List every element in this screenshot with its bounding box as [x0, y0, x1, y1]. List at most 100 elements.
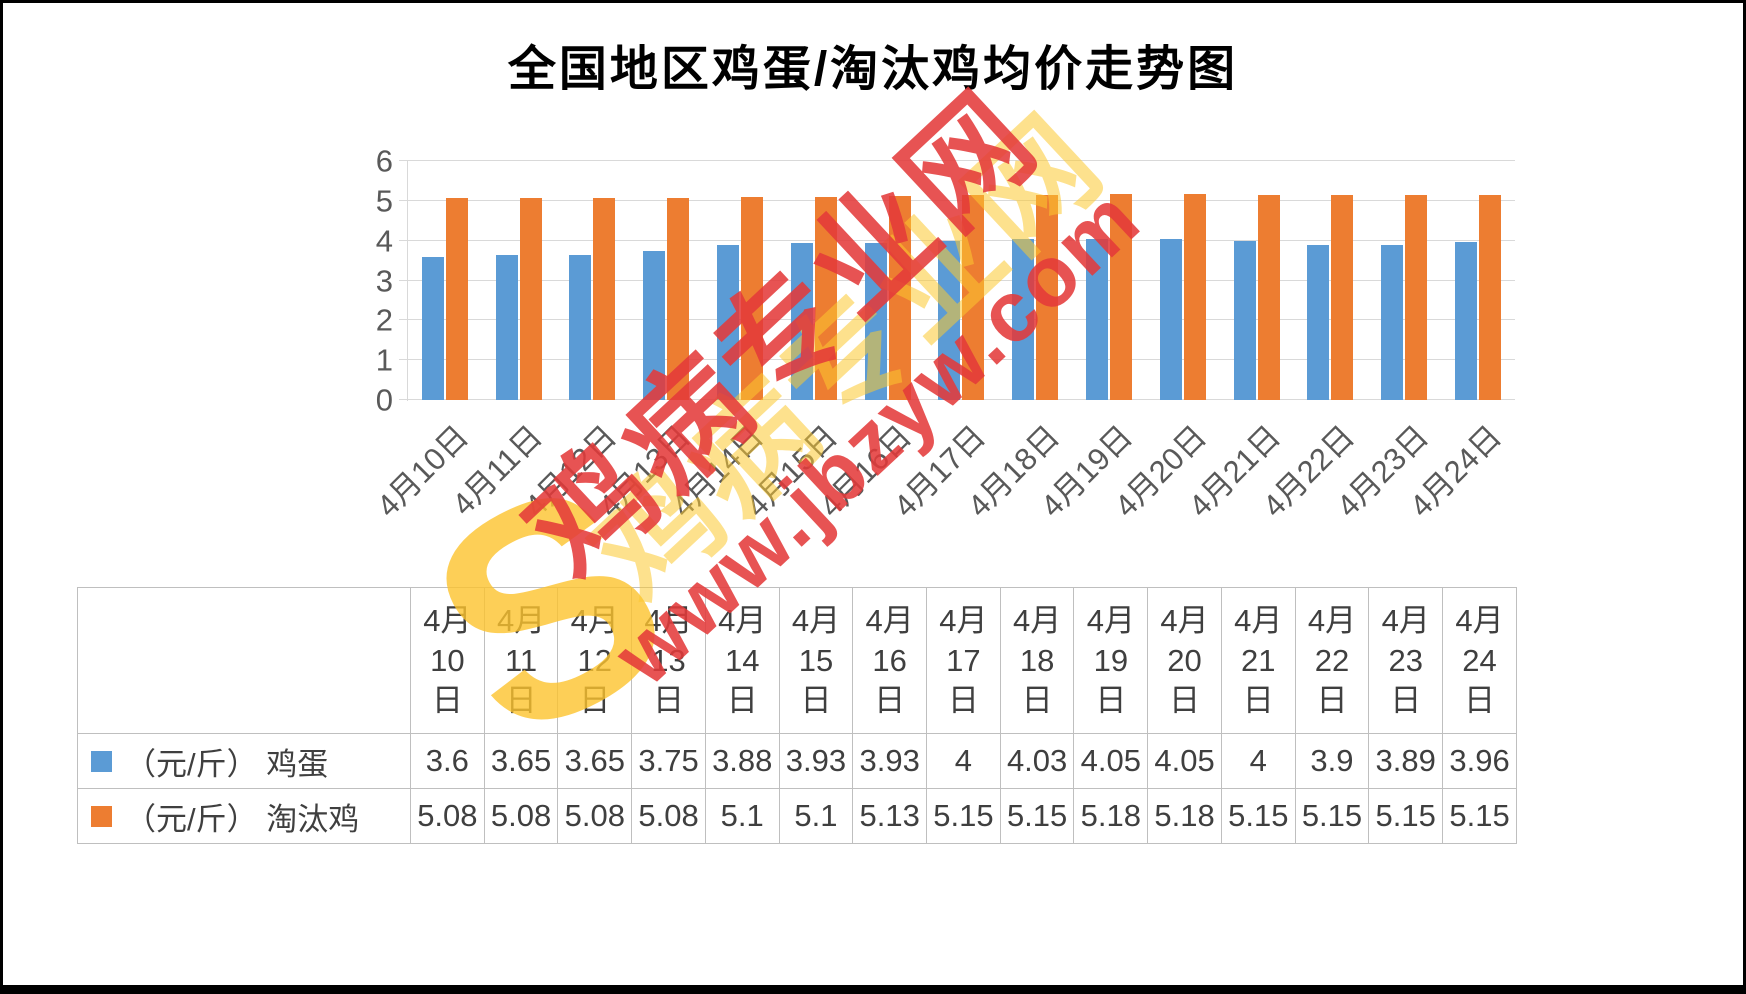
value-cell: 5.08 [483, 788, 559, 844]
value-cell: 3.9 [1294, 733, 1370, 789]
bar [1012, 239, 1035, 400]
table-header-row: 4月 10 日 4月 11 日 4月 12 日 4月 13 日 4月 14 日 4月 15 日 4月 16 日 4月 17 日… [77, 587, 1517, 734]
bar-group [1146, 161, 1220, 400]
price-table: 4月 10 日 4月 11 日 4月 12 日 4月 13 日 4月 14 日 4月 15 日 4月 16 日 4月 17 日… [77, 587, 1517, 844]
date-suffix-line: 日 [579, 682, 611, 718]
date-day-line: 10 [430, 642, 465, 678]
bar [1479, 194, 1502, 400]
date-month-line: 4月 [1381, 602, 1430, 638]
date-day-line: 21 [1241, 642, 1276, 678]
bar [1331, 194, 1354, 400]
bar [1405, 194, 1428, 400]
date-suffix-line: 日 [1021, 682, 1053, 718]
date-header-cell: 4月 12 日 [557, 587, 633, 734]
value-cell: 5.15 [999, 788, 1075, 844]
legend-square-icon [91, 805, 112, 827]
gridline [399, 160, 1515, 161]
bar [495, 254, 518, 400]
value-cell: 3.96 [1442, 733, 1517, 789]
date-suffix-line: 日 [1095, 682, 1127, 718]
date-month-line: 4月 [718, 602, 767, 638]
date-day-line: 12 [577, 642, 613, 678]
data-table: 4月 10 日 4月 11 日 4月 12 日 4月 13 日 4月 14 日 4月 15 日 4月 16 日 4月 17 日… [77, 587, 1517, 844]
value-cell: 5.08 [410, 788, 485, 844]
date-header-cell: 4月 13 日 [631, 587, 706, 734]
value-cell: 5.08 [557, 788, 633, 844]
date-suffix-line: 日 [505, 682, 537, 718]
bar [790, 243, 813, 400]
bar [1110, 193, 1133, 400]
date-suffix-line: 日 [947, 682, 979, 718]
table-row: （元/斤） 淘汰鸡 5.08 5.08 5.08 5.08 5.1 5.1 5.13 5.15 5… [77, 788, 1517, 844]
date-month-line: 4月 [1086, 602, 1135, 638]
date-month-line: 4月 [865, 602, 914, 638]
date-month-line: 4月 [423, 602, 472, 638]
value-cell: 3.89 [1368, 733, 1444, 789]
gridline [399, 239, 1515, 241]
date-suffix-line: 日 [800, 682, 832, 718]
date-month-line: 4月 [1012, 602, 1062, 638]
bar [717, 245, 740, 400]
bar [593, 197, 616, 400]
date-day-line: 14 [724, 642, 760, 678]
value-cell: 5.1 [778, 788, 854, 844]
date-day-line: 11 [504, 642, 538, 678]
date-header-cell: 4月 18 日 [999, 587, 1075, 734]
plot-area [399, 160, 1515, 400]
value-cell: 4 [926, 733, 1001, 789]
bar [445, 197, 468, 400]
date-day-line: 23 [1388, 642, 1423, 678]
date-header-cell: 4月 23 日 [1368, 587, 1444, 734]
date-day-line: 16 [872, 642, 907, 678]
date-header-cell: 4月 20 日 [1147, 587, 1222, 734]
bar [888, 195, 911, 400]
date-header-cell: 4月 14 日 [704, 587, 780, 734]
y-axis-labels: 0 1 2 3 4 5 6 [321, 146, 393, 416]
value-cell: 5.15 [1368, 788, 1444, 844]
y-tick-label: 0 [375, 382, 393, 418]
bar [1183, 193, 1206, 400]
value-cell: 3.93 [778, 733, 854, 789]
series-label-inner: （元/斤） 淘汰鸡 [79, 794, 410, 839]
date-month-line: 4月 [939, 602, 988, 638]
x-axis-labels: 4月10日 4月11日 4月12日 4月13日 4月14日 4月15日 4月16日 4月17日… [370, 403, 1515, 573]
bar [741, 196, 764, 400]
bar [1307, 244, 1330, 400]
bar-group [556, 161, 630, 400]
bar-group [629, 161, 703, 400]
date-header-cell: 4月 21 日 [1220, 587, 1296, 734]
date-header-cell: 4月 22 日 [1294, 587, 1370, 734]
y-tick-label: 3 [375, 263, 393, 298]
y-tick-label: 5 [375, 183, 393, 219]
value-cell: 5.13 [852, 788, 928, 844]
date-month-line: 4月 [644, 602, 693, 638]
bar-group [1072, 161, 1146, 400]
bar [1036, 194, 1059, 400]
date-month-line: 4月 [570, 602, 619, 638]
y-tick-label: 1 [375, 342, 393, 378]
bar-group [482, 161, 556, 400]
date-month-line: 4月 [791, 602, 841, 638]
bar [962, 194, 985, 400]
date-day-line: 13 [651, 642, 686, 678]
bar [1381, 245, 1404, 400]
value-cell: 5.18 [1147, 788, 1222, 844]
y-tick-label: 2 [375, 302, 393, 338]
date-month-line: 4月 [496, 602, 546, 638]
bar-group [998, 161, 1072, 400]
value-cell: 5.15 [926, 788, 1001, 844]
value-cell: 5.18 [1073, 788, 1149, 844]
bar [814, 196, 837, 400]
chart-title: 全国地区鸡蛋/淘汰鸡均价走势图 [507, 43, 1239, 96]
date-day-line: 22 [1314, 642, 1350, 678]
bar-group [1367, 161, 1441, 400]
date-suffix-line: 日 [1464, 682, 1496, 718]
series-label-cell: （元/斤） 淘汰鸡 [77, 788, 411, 844]
bar [569, 254, 592, 400]
date-header-cell: 4月 15 日 [778, 587, 854, 734]
value-cell: 3.75 [631, 733, 706, 789]
y-tick-label: 4 [375, 223, 393, 259]
bar [1257, 194, 1280, 400]
value-cell: 3.65 [483, 733, 559, 789]
date-day-line: 18 [1019, 642, 1055, 678]
